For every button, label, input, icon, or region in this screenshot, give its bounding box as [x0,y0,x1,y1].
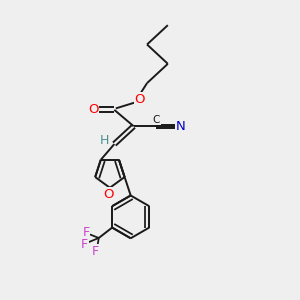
Text: H: H [100,134,110,147]
Text: O: O [134,93,145,106]
Text: F: F [83,226,90,239]
Text: O: O [103,188,114,201]
Text: O: O [88,103,99,116]
Text: C: C [153,115,160,125]
Text: F: F [92,245,99,258]
Text: F: F [81,238,88,251]
Text: N: N [176,120,185,133]
